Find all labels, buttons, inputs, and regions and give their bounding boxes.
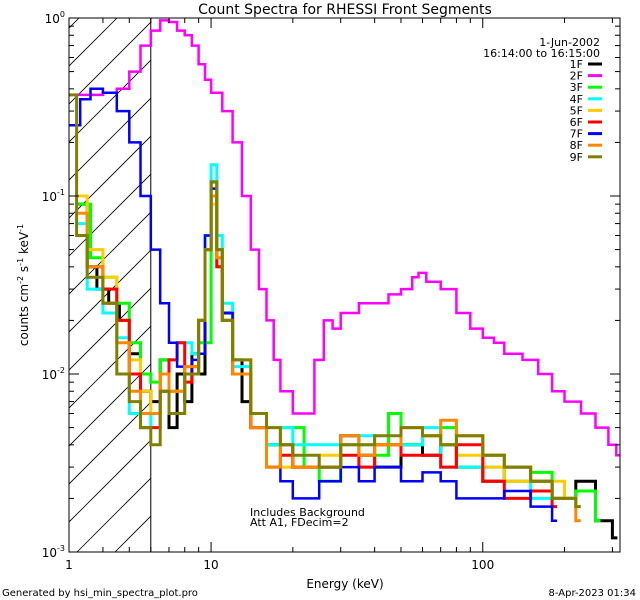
hatch-line — [69, 135, 151, 219]
series-line-9f — [69, 93, 581, 509]
hatch-line — [69, 59, 151, 143]
hatch-line — [0, 0, 67, 552]
x-tick-label: 1 — [65, 558, 73, 572]
series-line-6f — [76, 194, 558, 509]
hatch-line — [69, 439, 151, 523]
legend-label-2f: 2F — [570, 70, 583, 83]
hatch-line — [153, 0, 640, 552]
legend-label-4f: 4F — [570, 93, 583, 106]
chart-title: Count Spectra for RHESSI Front Segments — [198, 2, 492, 18]
footer-generated-by: Generated by hsi_min_spectra_plot.pro — [2, 588, 198, 599]
legend-label-7f: 7F — [570, 128, 583, 141]
x-tick-label: 100 — [471, 558, 494, 572]
hatch-line — [69, 401, 151, 485]
y-tick-label: 100 — [45, 10, 65, 26]
legend-label-9f: 9F — [570, 151, 583, 164]
legend-label-3f: 3F — [570, 81, 583, 94]
y-axis-label: counts cm-2 s-1 keV-1 — [16, 224, 31, 346]
annotation-attenuator: Att A1, FDecim=2 — [250, 516, 349, 529]
time-range-label: 16:14:00 to 16:15:00 — [483, 47, 600, 60]
y-tick-label: 10-2 — [42, 366, 65, 382]
hatch-line — [69, 21, 151, 105]
legend-label-1f: 1F — [570, 58, 583, 71]
legend-label-6f: 6F — [570, 116, 583, 129]
hatch-line — [69, 173, 151, 257]
plot-frame — [68, 17, 621, 553]
hatch-line — [114, 515, 151, 552]
attenuated-region-hatch — [0, 0, 640, 552]
svg-text:counts cm-2 s-1 keV-1: counts cm-2 s-1 keV-1 — [16, 224, 31, 346]
y-tick-label: 10-1 — [42, 188, 65, 204]
series-line-2f — [69, 19, 620, 457]
x-tick-label: 10 — [203, 558, 218, 572]
y-tick-label: 10-3 — [42, 544, 65, 560]
hatch-line — [69, 363, 151, 447]
legend-label-5f: 5F — [570, 104, 583, 117]
footer-timestamp: 8-Apr-2023 01:34 — [549, 588, 636, 599]
hatch-line — [69, 249, 151, 333]
legend-label-8f: 8F — [570, 139, 583, 152]
date-label: 1-Jun-2002 — [539, 36, 600, 49]
x-axis-label: Energy (keV) — [306, 577, 383, 591]
annotation-background: Includes Background — [250, 506, 365, 519]
hatch-line — [69, 211, 151, 295]
